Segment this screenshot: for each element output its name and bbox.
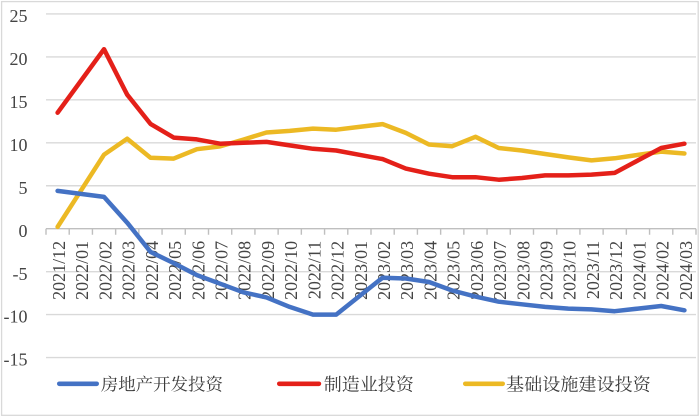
svg-text:2022/01: 2022/01 bbox=[72, 241, 92, 300]
svg-text:2022/09: 2022/09 bbox=[258, 241, 278, 300]
svg-text:20: 20 bbox=[10, 49, 28, 69]
svg-text:2023/11: 2023/11 bbox=[583, 241, 603, 299]
svg-text:2024/03: 2024/03 bbox=[676, 241, 696, 300]
svg-text:2023/12: 2023/12 bbox=[606, 241, 626, 300]
svg-text:2023/01: 2023/01 bbox=[351, 241, 371, 300]
svg-text:2021/12: 2021/12 bbox=[49, 241, 69, 300]
svg-text:2022/07: 2022/07 bbox=[212, 241, 232, 300]
svg-text:2023/07: 2023/07 bbox=[490, 241, 510, 300]
svg-text:2022/04: 2022/04 bbox=[142, 241, 162, 300]
svg-text:-5: -5 bbox=[13, 264, 28, 284]
svg-text:2022/03: 2022/03 bbox=[119, 241, 139, 300]
svg-text:2022/02: 2022/02 bbox=[95, 241, 115, 300]
svg-text:2023/05: 2023/05 bbox=[444, 241, 464, 300]
svg-text:2024/01: 2024/01 bbox=[629, 241, 649, 300]
svg-text:2023/06: 2023/06 bbox=[467, 241, 487, 300]
svg-text:2022/06: 2022/06 bbox=[188, 241, 208, 300]
svg-text:5: 5 bbox=[19, 178, 28, 198]
svg-text:15: 15 bbox=[10, 92, 28, 112]
svg-text:2022/12: 2022/12 bbox=[328, 241, 348, 300]
svg-text:2022/05: 2022/05 bbox=[165, 241, 185, 300]
svg-text:2022/11: 2022/11 bbox=[304, 241, 324, 299]
svg-text:10: 10 bbox=[10, 135, 28, 155]
svg-text:25: 25 bbox=[10, 6, 28, 26]
svg-text:2023/04: 2023/04 bbox=[420, 241, 440, 300]
svg-text:2023/10: 2023/10 bbox=[560, 241, 580, 300]
svg-text:2024/02: 2024/02 bbox=[653, 241, 673, 300]
svg-text:0: 0 bbox=[19, 221, 28, 241]
svg-text:-10: -10 bbox=[4, 307, 28, 327]
svg-text:-15: -15 bbox=[4, 350, 28, 370]
svg-text:2023/03: 2023/03 bbox=[397, 241, 417, 300]
svg-text:2022/10: 2022/10 bbox=[281, 241, 301, 300]
svg-text:2023/09: 2023/09 bbox=[537, 241, 557, 300]
svg-text:2023/08: 2023/08 bbox=[513, 241, 533, 300]
svg-text:2023/02: 2023/02 bbox=[374, 241, 394, 300]
svg-text:2022/08: 2022/08 bbox=[235, 241, 255, 300]
